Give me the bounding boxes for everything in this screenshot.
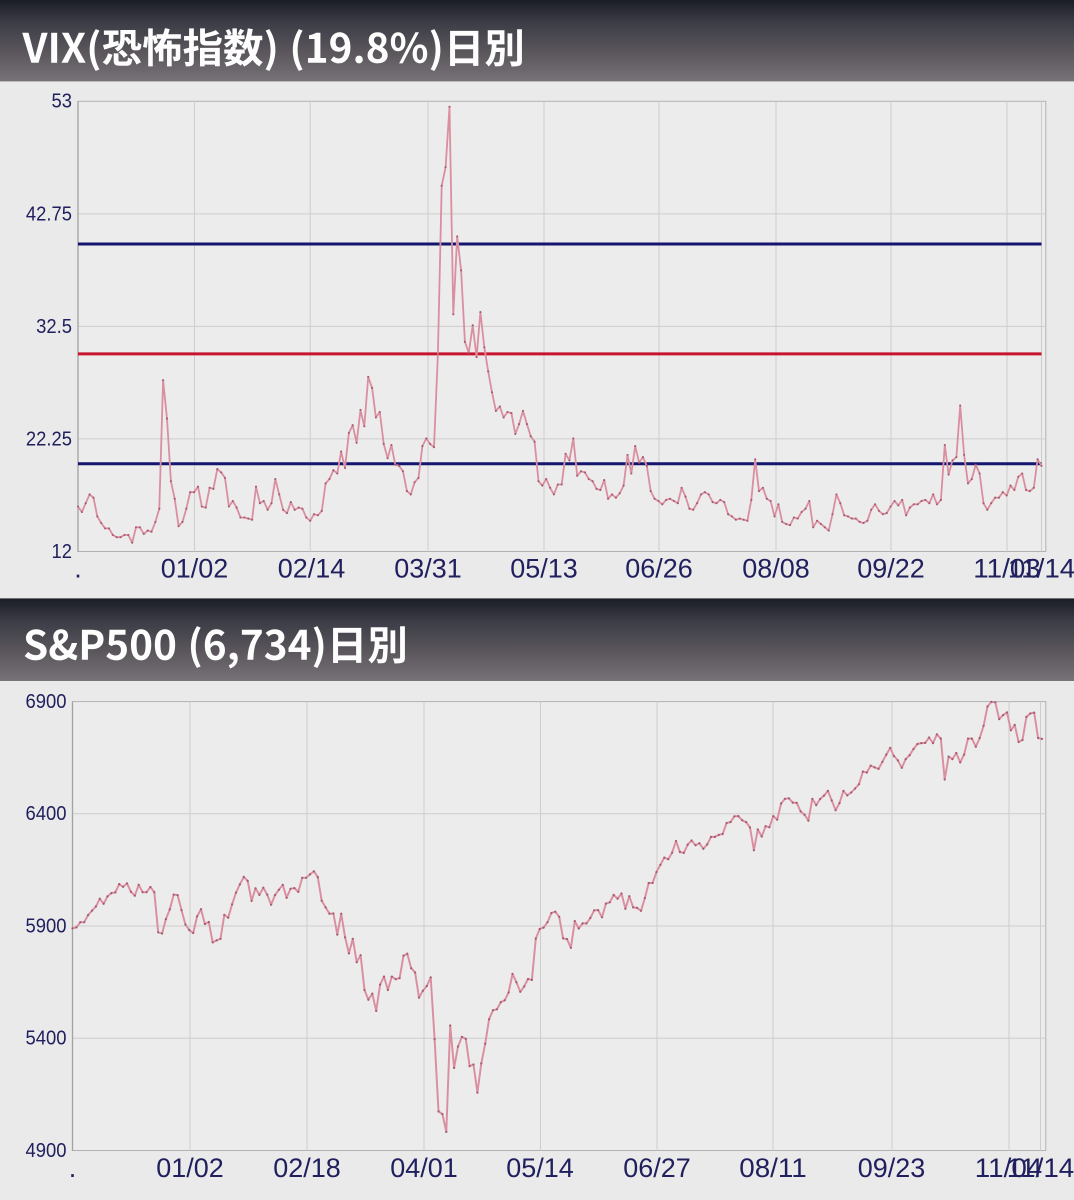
svg-text:05/14: 05/14 xyxy=(506,1153,574,1183)
svg-text:6400: 6400 xyxy=(26,802,67,825)
svg-text:22.25: 22.25 xyxy=(26,427,72,450)
svg-text:32.5: 32.5 xyxy=(36,315,72,338)
svg-text:5900: 5900 xyxy=(26,914,67,937)
svg-text:5400: 5400 xyxy=(26,1027,67,1050)
svg-text:11/03: 11/03 xyxy=(973,554,1041,584)
svg-text:03/31: 03/31 xyxy=(394,554,462,584)
svg-text:09/23: 09/23 xyxy=(858,1153,926,1183)
svg-text:6900: 6900 xyxy=(26,690,67,713)
svg-text:12: 12 xyxy=(52,540,73,563)
svg-text:42.75: 42.75 xyxy=(26,202,72,225)
svg-text:06/27: 06/27 xyxy=(623,1153,691,1183)
svg-text:02/14: 02/14 xyxy=(278,554,346,584)
svg-text:11/14: 11/14 xyxy=(1008,554,1074,584)
svg-text:05/13: 05/13 xyxy=(510,554,578,584)
svg-text:11/04: 11/04 xyxy=(975,1153,1043,1183)
svg-text:.: . xyxy=(69,1153,77,1183)
svg-text:01/02: 01/02 xyxy=(156,1153,224,1183)
svg-text:53: 53 xyxy=(52,90,73,113)
svg-text:09/22: 09/22 xyxy=(857,554,925,584)
svg-text:08/11: 08/11 xyxy=(739,1153,807,1183)
svg-text:02/18: 02/18 xyxy=(273,1153,341,1183)
svg-text:04/01: 04/01 xyxy=(390,1153,458,1183)
svg-text:.: . xyxy=(74,554,82,584)
svg-text:08/08: 08/08 xyxy=(742,554,810,584)
svg-text:06/26: 06/26 xyxy=(625,554,693,584)
svg-text:01/02: 01/02 xyxy=(161,554,229,584)
svg-text:4900: 4900 xyxy=(26,1139,67,1162)
svg-text:11/14: 11/14 xyxy=(1007,1153,1074,1183)
